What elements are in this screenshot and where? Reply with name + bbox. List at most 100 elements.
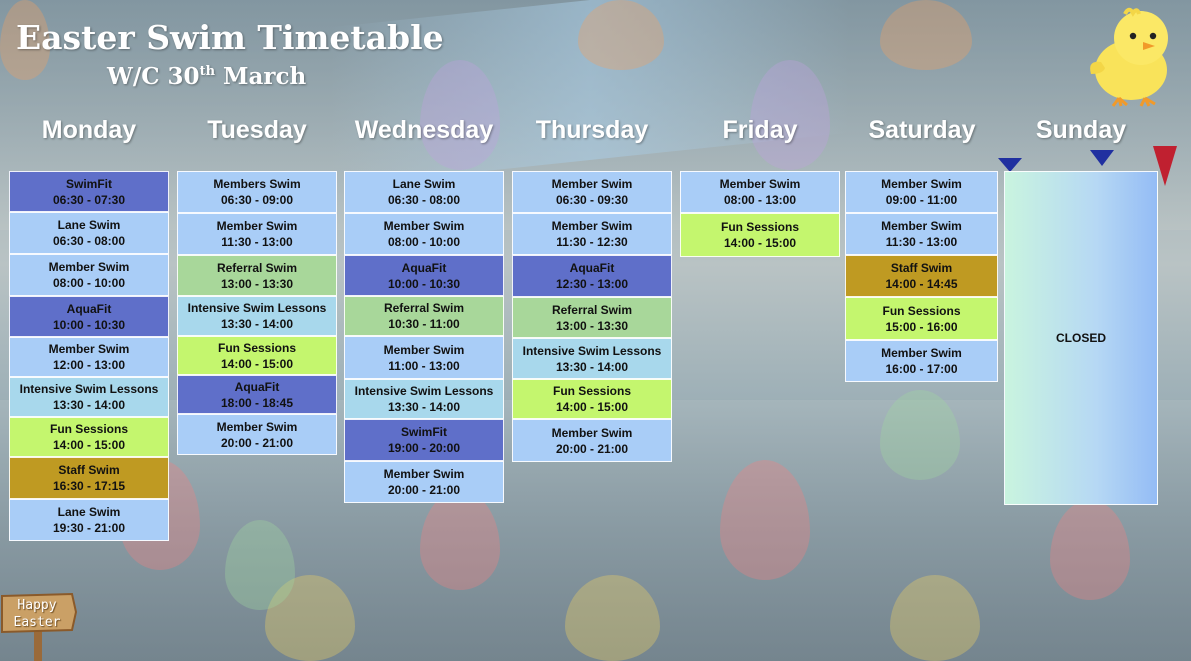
egg-decoration — [420, 490, 500, 590]
session-name: Member Swim — [216, 419, 298, 434]
session-name: Member Swim — [551, 219, 633, 233]
session-name: Intensive Swim Lessons — [354, 384, 494, 398]
day-column-monday: SwimFit 06:30 - 07:30 Lane Swim 06:30 - 08:… — [9, 171, 169, 541]
session-time: 06:30 - 07:30 — [52, 192, 126, 207]
session-member: Member Swim 20:00 - 21:00 — [344, 461, 504, 503]
session-time: 14:00 - 15:00 — [220, 356, 294, 371]
session-name: Referral Swim — [216, 260, 298, 275]
egg-decoration — [578, 0, 664, 70]
session-name: Staff Swim — [890, 261, 953, 275]
session-time: 20:00 - 21:00 — [555, 441, 629, 456]
session-time: 19:30 - 21:00 — [52, 521, 126, 535]
session-time: 18:00 - 18:45 — [220, 395, 294, 410]
egg-decoration — [890, 575, 980, 661]
session-time: 06:30 - 08:00 — [52, 234, 126, 248]
sign-text-line2: Easter — [13, 615, 61, 630]
session-member: Member Swim 08:00 - 10:00 — [9, 254, 169, 296]
session-name: Member Swim — [383, 219, 465, 233]
egg-decoration — [225, 520, 295, 610]
egg-decoration — [265, 575, 355, 661]
session-member: Member Swim 20:00 - 21:00 — [177, 414, 337, 455]
session-aquafit: AquaFit 18:00 - 18:45 — [177, 375, 337, 414]
session-name: Member Swim — [551, 425, 633, 440]
session-time: 14:00 - 15:00 — [52, 438, 126, 452]
egg-decoration — [750, 60, 830, 170]
page-title: Easter Swim Timetable — [16, 18, 444, 57]
session-name: Lane Swim — [57, 505, 121, 519]
day-column-tuesday: Members Swim 06:30 - 09:00 Member Swim 11:3… — [177, 171, 337, 455]
closed-label: CLOSED — [1055, 331, 1106, 345]
bunting-flag — [1090, 150, 1114, 166]
session-fun: Fun Sessions 14:00 - 15:00 — [9, 417, 169, 457]
session-time: 14:00 - 15:00 — [555, 400, 629, 414]
session-time: 13:00 - 13:30 — [555, 318, 629, 333]
session-name: Members Swim — [213, 177, 301, 191]
session-name: Fun Sessions — [552, 384, 632, 398]
session-time: 10:00 - 10:30 — [52, 317, 126, 332]
session-name: Member Swim — [881, 346, 962, 360]
session-member: Member Swim 08:00 - 13:00 — [680, 171, 840, 213]
day-column-thursday: Member Swim 06:30 - 09:30 Member Swim 11:30… — [512, 171, 672, 462]
page-subtitle: W/C 30th March — [107, 63, 306, 90]
day-column-friday: Member Swim 08:00 - 13:00 Fun Sessions 14:0… — [680, 171, 840, 257]
egg-decoration — [420, 60, 500, 170]
session-time: 19:00 - 20:00 — [387, 441, 461, 455]
session-time: 13:00 - 13:30 — [220, 276, 294, 291]
bunting-flag — [998, 158, 1022, 172]
chick-icon — [1090, 7, 1168, 107]
session-member: Member Swim 11:00 - 13:00 — [344, 336, 504, 379]
session-intensive: Intensive Swim Lessons 13:30 - 14:00 — [344, 379, 504, 419]
sunday-closed-panel: CLOSED — [1004, 171, 1158, 505]
session-name: Member Swim — [48, 260, 130, 274]
session-name: Intensive Swim Lessons — [19, 382, 159, 396]
session-name: Intensive Swim Lessons — [187, 301, 327, 315]
session-name: Member Swim — [551, 177, 633, 191]
session-name: Member Swim — [881, 177, 962, 191]
session-name: Member Swim — [383, 467, 465, 481]
day-header-sunday: Sunday — [1035, 116, 1127, 144]
session-time: 06:30 - 09:00 — [220, 193, 294, 207]
egg-decoration — [565, 575, 660, 661]
session-fun: Fun Sessions 14:00 - 15:00 — [177, 336, 337, 375]
session-aquafit: AquaFit 12:30 - 13:00 — [512, 255, 672, 297]
session-name: Fun Sessions — [217, 340, 297, 355]
session-time: 16:30 - 17:15 — [52, 479, 126, 493]
day-header-thursday: Thursday — [535, 116, 649, 144]
session-name: Fun Sessions — [882, 303, 961, 318]
session-time: 11:00 - 13:00 — [388, 358, 460, 373]
session-name: SwimFit — [65, 176, 112, 191]
session-member: Members Swim 06:30 - 09:00 — [177, 171, 337, 213]
session-name: Referral Swim — [551, 302, 633, 317]
egg-decoration — [880, 0, 972, 70]
session-member: Member Swim 16:00 - 17:00 — [845, 340, 998, 382]
session-name: Member Swim — [719, 177, 801, 191]
session-time: 12:30 - 13:00 — [555, 277, 629, 291]
session-name: Fun Sessions — [720, 220, 800, 234]
easter-sign-icon: Happy Easter — [0, 590, 80, 661]
session-time: 08:00 - 10:00 — [387, 235, 461, 249]
egg-decoration — [1050, 500, 1130, 600]
session-intensive: Intensive Swim Lessons 13:30 - 14:00 — [512, 338, 672, 379]
session-time: 16:00 - 17:00 — [885, 362, 958, 376]
session-name: AquaFit — [569, 261, 615, 275]
day-header-wednesday: Wednesday — [354, 116, 494, 144]
session-name: Member Swim — [216, 219, 298, 233]
day-header-monday: Monday — [41, 116, 137, 144]
session-lane: Lane Swim 06:30 - 08:00 — [344, 171, 504, 213]
session-time: 20:00 - 21:00 — [220, 435, 294, 450]
session-name: Intensive Swim Lessons — [522, 343, 662, 358]
session-staff: Staff Swim 14:00 - 14:45 — [845, 255, 998, 297]
session-name: Lane Swim — [57, 218, 121, 232]
session-intensive: Intensive Swim Lessons 13:30 - 14:00 — [177, 296, 337, 336]
day-header-saturday: Saturday — [868, 116, 976, 144]
session-name: Fun Sessions — [49, 422, 129, 436]
session-lane: Lane Swim 06:30 - 08:00 — [9, 212, 169, 254]
session-referral: Referral Swim 10:30 - 11:00 — [344, 296, 504, 336]
session-referral: Referral Swim 13:00 - 13:30 — [512, 297, 672, 338]
session-time: 11:30 - 13:00 — [221, 235, 293, 249]
session-time: 13:30 - 14:00 — [387, 400, 461, 414]
session-member: Member Swim 20:00 - 21:00 — [512, 419, 672, 462]
egg-decoration — [720, 460, 810, 580]
session-name: Lane Swim — [392, 177, 456, 191]
session-time: 14:00 - 14:45 — [885, 277, 958, 291]
